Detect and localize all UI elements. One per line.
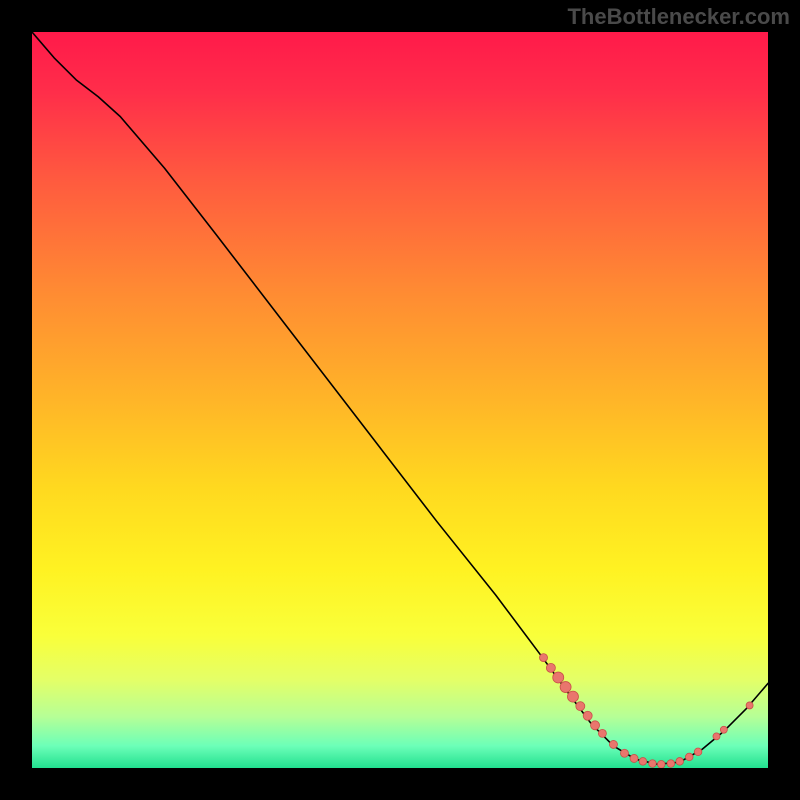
data-marker [720,726,727,733]
data-marker [591,721,600,730]
data-marker [598,729,606,737]
data-marker [620,749,628,757]
data-marker [657,761,665,768]
chart-container: TheBottlenecker.com [0,0,800,800]
data-marker [576,702,585,711]
data-marker [630,754,638,762]
data-marker [694,748,702,756]
data-marker [649,760,657,768]
plot-area [32,32,768,768]
data-marker [546,663,555,672]
data-marker [639,758,647,766]
data-marker [746,702,753,709]
data-marker [667,760,675,768]
data-marker [583,711,592,720]
data-marker [685,753,693,761]
data-marker [676,758,684,766]
watermark-label: TheBottlenecker.com [567,4,790,30]
data-marker [609,740,617,748]
markers-group [540,654,754,768]
data-marker [560,682,571,693]
data-marker [713,733,720,740]
data-marker [540,654,548,662]
curve-layer [32,32,768,768]
main-curve-line [32,32,768,764]
data-marker [553,672,564,683]
data-marker [567,691,578,702]
